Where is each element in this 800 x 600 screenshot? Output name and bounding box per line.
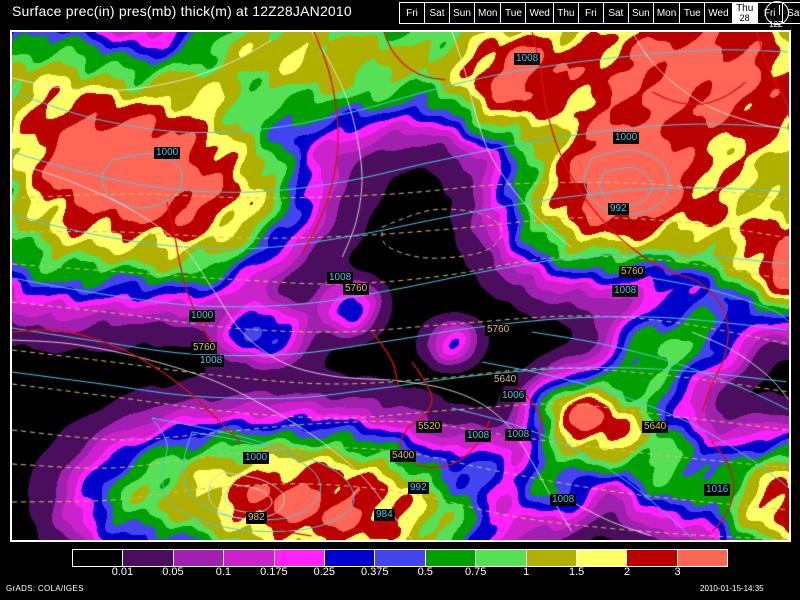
contour-label-pres-1008-14: 1008 [550, 494, 577, 506]
day-tab-wed-5[interactable]: Wed [525, 2, 554, 24]
footer-timestamp: 2010-01-15-14:35 [700, 584, 764, 593]
contour-label-pres-1000-1: 1000 [613, 132, 640, 144]
day-tab-dow: Wed [529, 7, 550, 19]
day-tab-dow: Fri [585, 7, 597, 19]
color-scale-tick-4: 0.25 [313, 566, 336, 578]
color-scale-segment-5 [323, 550, 375, 566]
contour-label-pres-1008-3: 1008 [514, 53, 541, 65]
day-tab-thu-28[interactable]: Thu 28 [731, 2, 758, 24]
color-scale-tick-11: 3 [674, 566, 681, 578]
clock-hand-icon [779, 5, 780, 15]
contour-label-pres-1000-6: 1000 [189, 310, 216, 322]
day-tab-dow: Sun [631, 7, 650, 19]
day-tab-mon-10[interactable]: Mon [652, 2, 681, 24]
day-tab-fri-7[interactable]: Fri [577, 2, 604, 24]
contour-label-pres-1008-4: 1008 [327, 272, 354, 284]
color-scale-segment-9 [525, 550, 576, 566]
contour-label-pres-1006-8: 1006 [500, 390, 527, 402]
forecast-hour-clock[interactable]: 12Z [763, 1, 797, 29]
day-tab-dow: Mon [656, 7, 677, 19]
day-tab-dow: Tue [505, 7, 522, 19]
contour-label-pres-1000-0: 1000 [154, 147, 181, 159]
color-scale-tick-9: 1.5 [568, 566, 585, 578]
contour-label-pres-1000-11: 1000 [243, 452, 270, 464]
color-scale-segment-2 [172, 550, 224, 566]
contour-label-thick-982-24: 982 [246, 512, 267, 524]
clock-icon [765, 1, 789, 25]
color-scale-segment-8 [475, 550, 526, 566]
contour-label-pres-992-2: 992 [608, 203, 629, 215]
color-scale-tick-2: 0.1 [215, 566, 232, 578]
day-tab-dow: Sat [608, 7, 624, 19]
footer-attribution: GrADS: COLA/IGES [6, 584, 84, 593]
header-bar: Surface prec(in) pres(mb) thick(m) at 12… [0, 0, 800, 29]
color-scale-tick-10: 2 [624, 566, 631, 578]
contour-label-thick-5760-16: 5760 [343, 283, 370, 295]
day-tab-tue-4[interactable]: Tue [500, 2, 527, 24]
day-tab-dow: Sat [429, 7, 445, 19]
contour-label-pres-1008-5: 1008 [612, 285, 639, 297]
contour-label-thick-5640-21: 5640 [642, 421, 669, 433]
day-tab-dow: Thu [557, 7, 575, 19]
day-tab-mon-3[interactable]: Mon [474, 2, 502, 24]
precipitation-pressure-thickness-map[interactable] [12, 32, 789, 540]
contour-label-thick-5760-19: 5760 [191, 342, 218, 354]
color-scale-segment-1 [122, 550, 173, 566]
day-tab-dow: Sat [787, 7, 800, 19]
day-tab-sat-1[interactable]: Sat [424, 2, 450, 24]
color-scale-segment-7 [424, 550, 476, 566]
color-scale-segment-12 [676, 550, 728, 566]
clock-label: 12Z [769, 20, 783, 29]
contour-label-pres-984-13: 984 [374, 509, 395, 521]
color-scale-tick-1: 0.05 [162, 566, 184, 578]
day-tab-date: 28 [739, 13, 750, 23]
day-selector-tabs[interactable]: Fri Sat Sun Mon Tue Wed Thu Fri Sat Sun Mon Tue Wed T… [399, 2, 800, 24]
color-scale-tick-labels: 0.01 0.05 0.1 0.175 0.25 0.375 0.5 0.75 1 1.5 2 3 [72, 566, 728, 582]
contour-label-pres-1008-10: 1008 [505, 429, 532, 441]
contour-label-pres-1008-7: 1008 [198, 355, 225, 367]
color-scale-segment-6 [374, 550, 425, 566]
contour-label-pres-1008-9: 1008 [465, 430, 492, 442]
color-scale-tick-0: 0.01 [111, 566, 134, 578]
color-scale-tick-6: 0.5 [417, 566, 433, 578]
day-tab-dow: Sun [453, 7, 471, 19]
contour-label-thick-5760-18: 5760 [485, 324, 512, 336]
day-tab-fri-0[interactable]: Fri [399, 2, 425, 24]
precipitation-color-scale [72, 549, 728, 567]
color-scale-segment-4 [273, 550, 324, 566]
day-tab-dow: Wed [708, 7, 729, 19]
contour-label-thick-5640-20: 5640 [492, 374, 519, 386]
contour-label-pres-1016-15: 1016 [704, 484, 731, 496]
day-tab-thu-6[interactable]: Thu [552, 2, 579, 24]
color-scale-tick-3: 0.175 [260, 566, 288, 578]
day-tab-sun-2[interactable]: Sun [449, 2, 475, 24]
day-tab-dow: Fri [406, 7, 418, 19]
day-tab-sat-8[interactable]: Sat [602, 2, 629, 24]
day-tab-wed-12[interactable]: Wed [704, 2, 733, 24]
day-tab-sun-9[interactable]: Sun [627, 2, 654, 24]
color-scale-segment-3 [223, 550, 274, 566]
day-tab-dow: Mon [478, 7, 498, 19]
color-scale-tick-7: 0.75 [464, 566, 487, 578]
contour-label-pres-992-12: 992 [408, 482, 429, 494]
map-plot-area[interactable]: 1000 1000 992 1008 1008 1008 1000 1008 1006 1008 1… [10, 30, 791, 542]
contour-label-thick-5520-22: 5520 [416, 421, 443, 433]
day-tab-tue-11[interactable]: Tue [679, 2, 706, 24]
color-scale-segment-0 [73, 550, 123, 566]
day-tab-dow: Thu [736, 3, 754, 14]
contour-label-thick-5760-17: 5760 [619, 266, 646, 278]
color-scale-tick-5: 0.375 [361, 566, 389, 578]
color-scale-tick-8: 1 [523, 566, 530, 578]
color-scale-segment-10 [575, 550, 627, 566]
color-scale-segment-11 [626, 550, 677, 566]
contour-label-thick-5400-23: 5400 [390, 450, 417, 462]
page-title: Surface prec(in) pres(mb) thick(m) at 12… [12, 3, 352, 19]
day-tab-dow: Tue [683, 7, 701, 19]
